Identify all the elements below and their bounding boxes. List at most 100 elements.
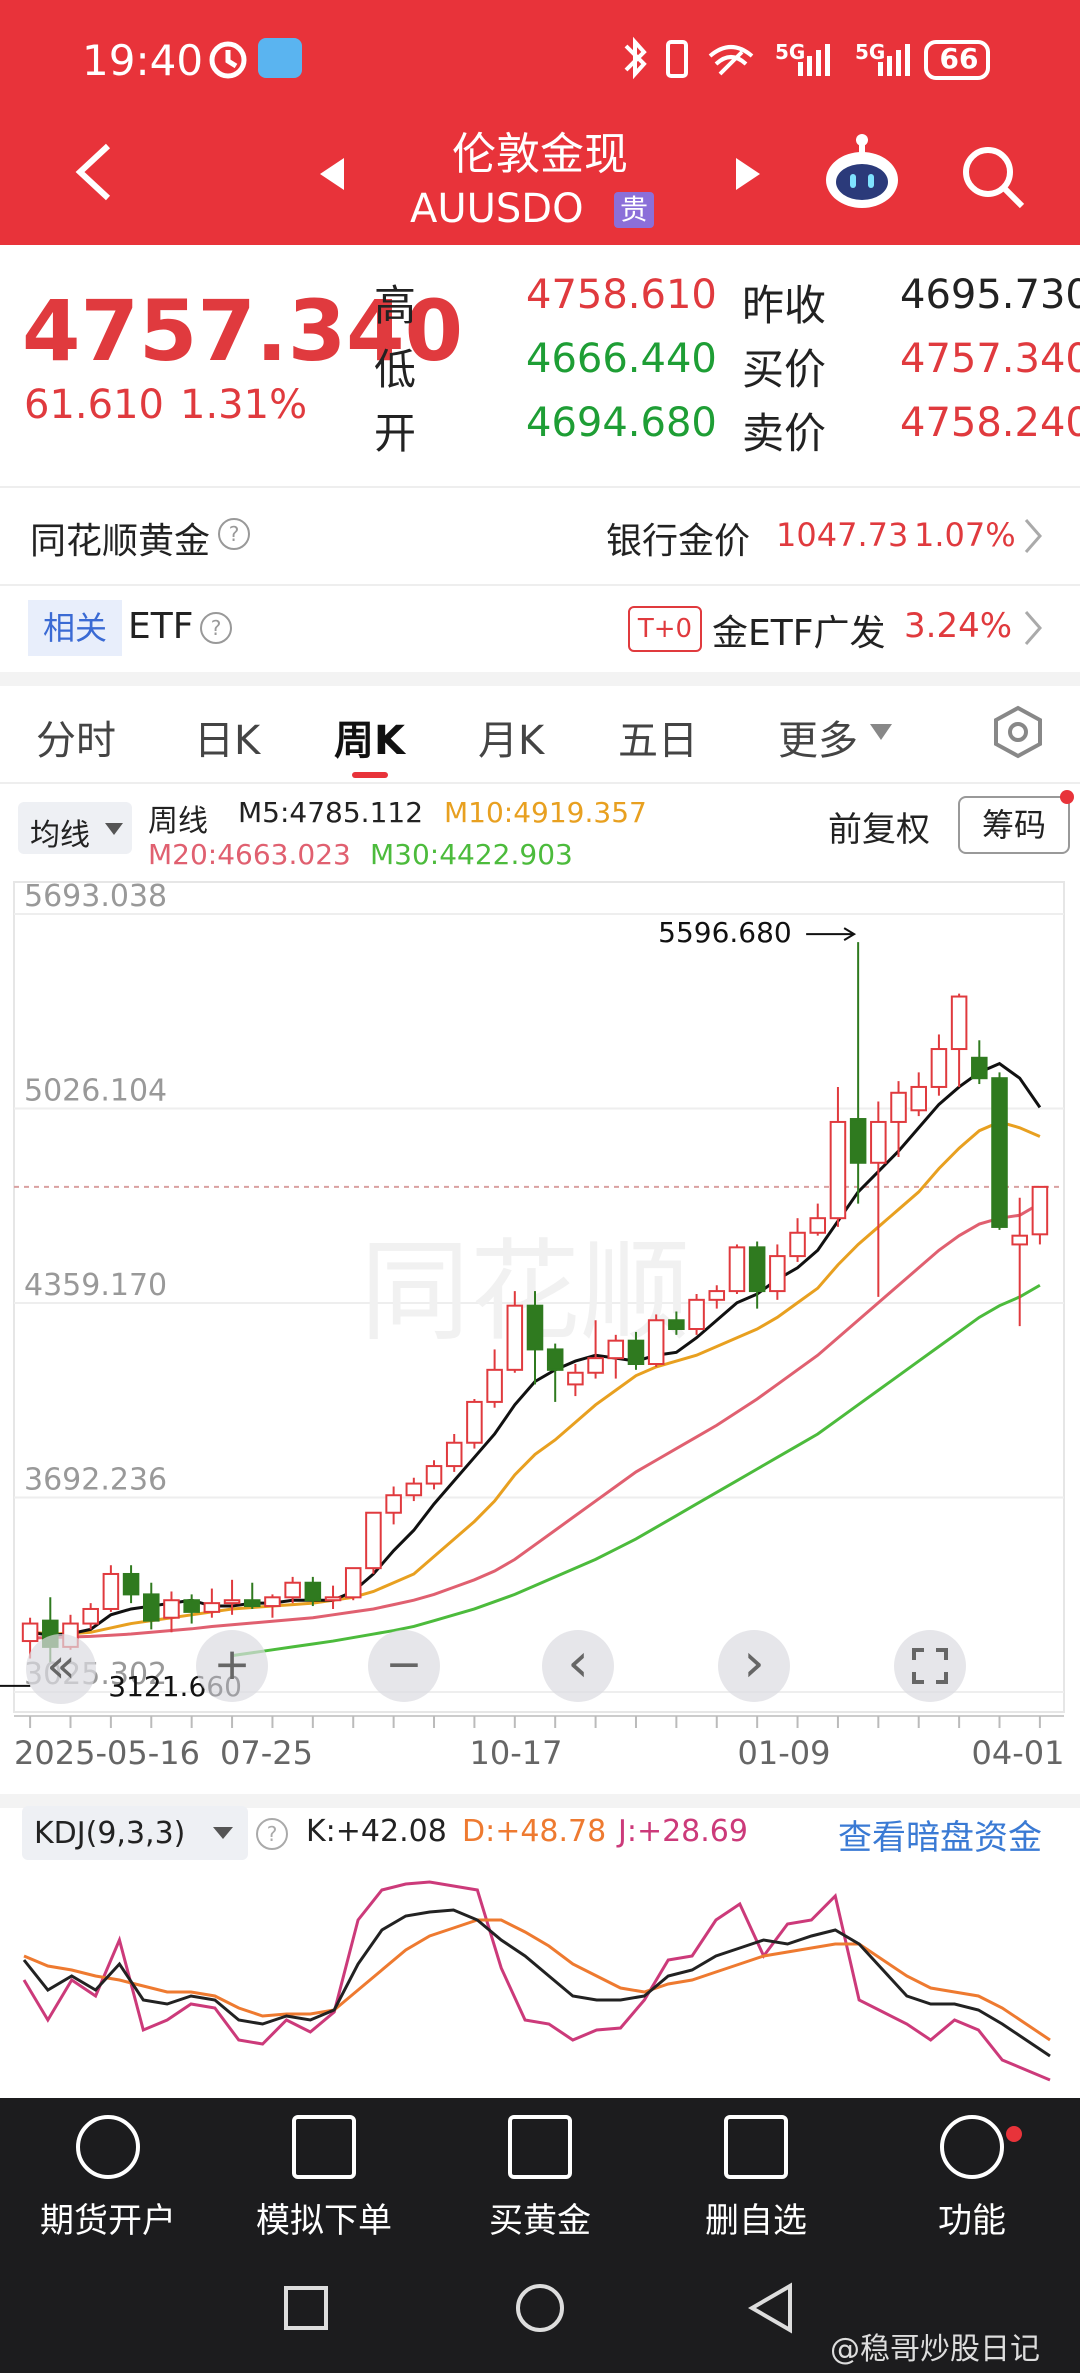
candle-body bbox=[769, 1255, 786, 1293]
candle bbox=[789, 1218, 806, 1262]
candle-body bbox=[910, 1085, 927, 1112]
ma20-value: M20:4663.023 bbox=[148, 838, 351, 871]
kdj-k-value: K:+42.08 bbox=[306, 1814, 447, 1849]
caret-down-icon bbox=[870, 724, 892, 740]
tab-five-day[interactable]: 五日 bbox=[618, 718, 698, 764]
chart-frame bbox=[13, 881, 1065, 1713]
ma-selector-label: 均线 bbox=[30, 818, 90, 853]
nav-open-futures[interactable]: 期货开户 bbox=[0, 2115, 216, 2242]
home-icon[interactable] bbox=[514, 2282, 566, 2334]
robot-assistant-icon[interactable] bbox=[820, 130, 904, 214]
candle bbox=[971, 1040, 988, 1085]
candle bbox=[567, 1364, 584, 1397]
candle-body bbox=[1031, 1185, 1049, 1236]
zoom-in-button[interactable]: + bbox=[196, 1630, 268, 1702]
candle bbox=[890, 1081, 907, 1157]
candle bbox=[243, 1582, 261, 1609]
kline-chart[interactable]: 同花顺 5693.0385026.1044359.1703692.2363025… bbox=[0, 870, 1080, 2100]
nav-functions[interactable]: 功能 bbox=[864, 2115, 1080, 2242]
tab-daily-k[interactable]: 日K bbox=[194, 718, 261, 764]
zoom-out-button[interactable]: − bbox=[368, 1630, 440, 1702]
bank-gold-pct: 1.07% bbox=[914, 516, 1016, 554]
candle bbox=[587, 1320, 604, 1379]
candle-body bbox=[789, 1231, 806, 1258]
candle-body bbox=[21, 1622, 39, 1643]
tab-more[interactable]: 更多 bbox=[778, 718, 858, 764]
recent-apps-icon[interactable] bbox=[282, 2284, 330, 2332]
candle bbox=[223, 1579, 241, 1615]
tab-weekly-k[interactable]: 周K bbox=[334, 718, 405, 764]
back-icon[interactable] bbox=[70, 140, 120, 204]
candle bbox=[991, 1072, 1008, 1230]
bank-gold-label: 银行金价 bbox=[606, 521, 751, 562]
candle bbox=[546, 1343, 564, 1402]
ma-selector[interactable]: 均线 bbox=[18, 802, 132, 854]
candle-body bbox=[587, 1357, 604, 1374]
nav-simulated-order[interactable]: 模拟下单 bbox=[216, 2115, 432, 2242]
stock-title: 伦敦金现 bbox=[452, 129, 628, 180]
divider bbox=[0, 584, 1080, 586]
candle bbox=[627, 1331, 645, 1370]
indicator-selector[interactable]: KDJ(9,3,3) bbox=[22, 1806, 248, 1860]
etf-row[interactable]: 相关 ETF ? T+0 金ETF广发 3.24% bbox=[0, 586, 1080, 672]
tab-monthly-k[interactable]: 月K bbox=[478, 718, 545, 764]
kdj-d-line bbox=[23, 1918, 1051, 2042]
tab-intraday[interactable]: 分时 bbox=[36, 718, 116, 764]
battery-level: 66 bbox=[939, 42, 979, 75]
prev-stock-icon[interactable] bbox=[318, 156, 346, 192]
related-tag: 相关 bbox=[28, 600, 122, 656]
next-stock-icon[interactable] bbox=[734, 156, 762, 192]
precious-metal-badge: 贵 bbox=[614, 192, 654, 228]
ma10-line bbox=[29, 1120, 1041, 1636]
nav-label: 模拟下单 bbox=[256, 2201, 392, 2241]
help-icon[interactable]: ? bbox=[256, 1818, 288, 1850]
dark-pool-link[interactable]: 查看暗盘资金 bbox=[838, 1818, 1042, 1858]
header-bar: 19:40 5G 5G 66 伦敦金现 AUUSDO 贵 bbox=[0, 0, 1080, 245]
ask-label: 卖价 bbox=[742, 409, 827, 458]
candle-body bbox=[486, 1368, 503, 1403]
settings-icon[interactable] bbox=[990, 704, 1046, 760]
candle-body bbox=[284, 1581, 301, 1599]
nav-remove-watchlist[interactable]: 删自选 bbox=[648, 2115, 864, 2242]
candle bbox=[486, 1349, 503, 1408]
candle bbox=[1011, 1197, 1028, 1327]
gold-etf-pct: 3.24% bbox=[904, 606, 1013, 646]
search-icon[interactable] bbox=[960, 144, 1026, 210]
candle-body bbox=[243, 1599, 261, 1608]
candle bbox=[264, 1594, 281, 1618]
bid-value: 4757.340 bbox=[900, 336, 1080, 382]
rewind-button[interactable]: « bbox=[26, 1634, 96, 1704]
chips-button[interactable]: 筹码 bbox=[958, 796, 1070, 854]
candle-body bbox=[849, 1118, 867, 1164]
high-value: 4758.610 bbox=[526, 272, 717, 318]
open-value: 4694.680 bbox=[526, 400, 717, 446]
ask-value: 4758.240 bbox=[900, 400, 1080, 446]
nav-buy-gold[interactable]: 买黄金 bbox=[432, 2115, 648, 2242]
candle bbox=[688, 1294, 705, 1335]
back-nav-icon[interactable] bbox=[746, 2282, 796, 2334]
ma30-line bbox=[231, 1283, 1041, 1658]
ths-gold-row[interactable]: 同花顺黄金 ? 银行金价 1047.73 1.07% bbox=[0, 488, 1080, 584]
ma5-value: M5:4785.112 bbox=[238, 796, 424, 829]
prev-close-value: 4695.730 bbox=[900, 272, 1080, 318]
scroll-right-button[interactable]: › bbox=[718, 1630, 790, 1702]
help-icon[interactable]: ? bbox=[218, 518, 250, 550]
candle-body bbox=[950, 995, 968, 1051]
candle bbox=[910, 1072, 927, 1117]
candle bbox=[930, 1034, 948, 1096]
candle-body bbox=[668, 1319, 685, 1331]
candle-body bbox=[546, 1348, 564, 1371]
candle-body bbox=[526, 1304, 544, 1351]
kdj-d-value: D:+48.78 bbox=[462, 1814, 607, 1849]
fullscreen-button[interactable] bbox=[894, 1630, 966, 1702]
kdj-k-line bbox=[22, 1908, 1051, 2058]
bottom-nav-bar bbox=[0, 2098, 1080, 2373]
ma10-value: M10:4919.357 bbox=[444, 796, 647, 829]
help-icon[interactable]: ? bbox=[200, 612, 232, 644]
scroll-left-button[interactable]: ‹ bbox=[542, 1630, 614, 1702]
candle bbox=[445, 1433, 463, 1472]
candle-body bbox=[203, 1602, 221, 1613]
prev-close-label: 昨收 bbox=[742, 281, 827, 330]
candle-body bbox=[344, 1567, 362, 1599]
price-restore-option[interactable]: 前复权 bbox=[828, 810, 930, 850]
